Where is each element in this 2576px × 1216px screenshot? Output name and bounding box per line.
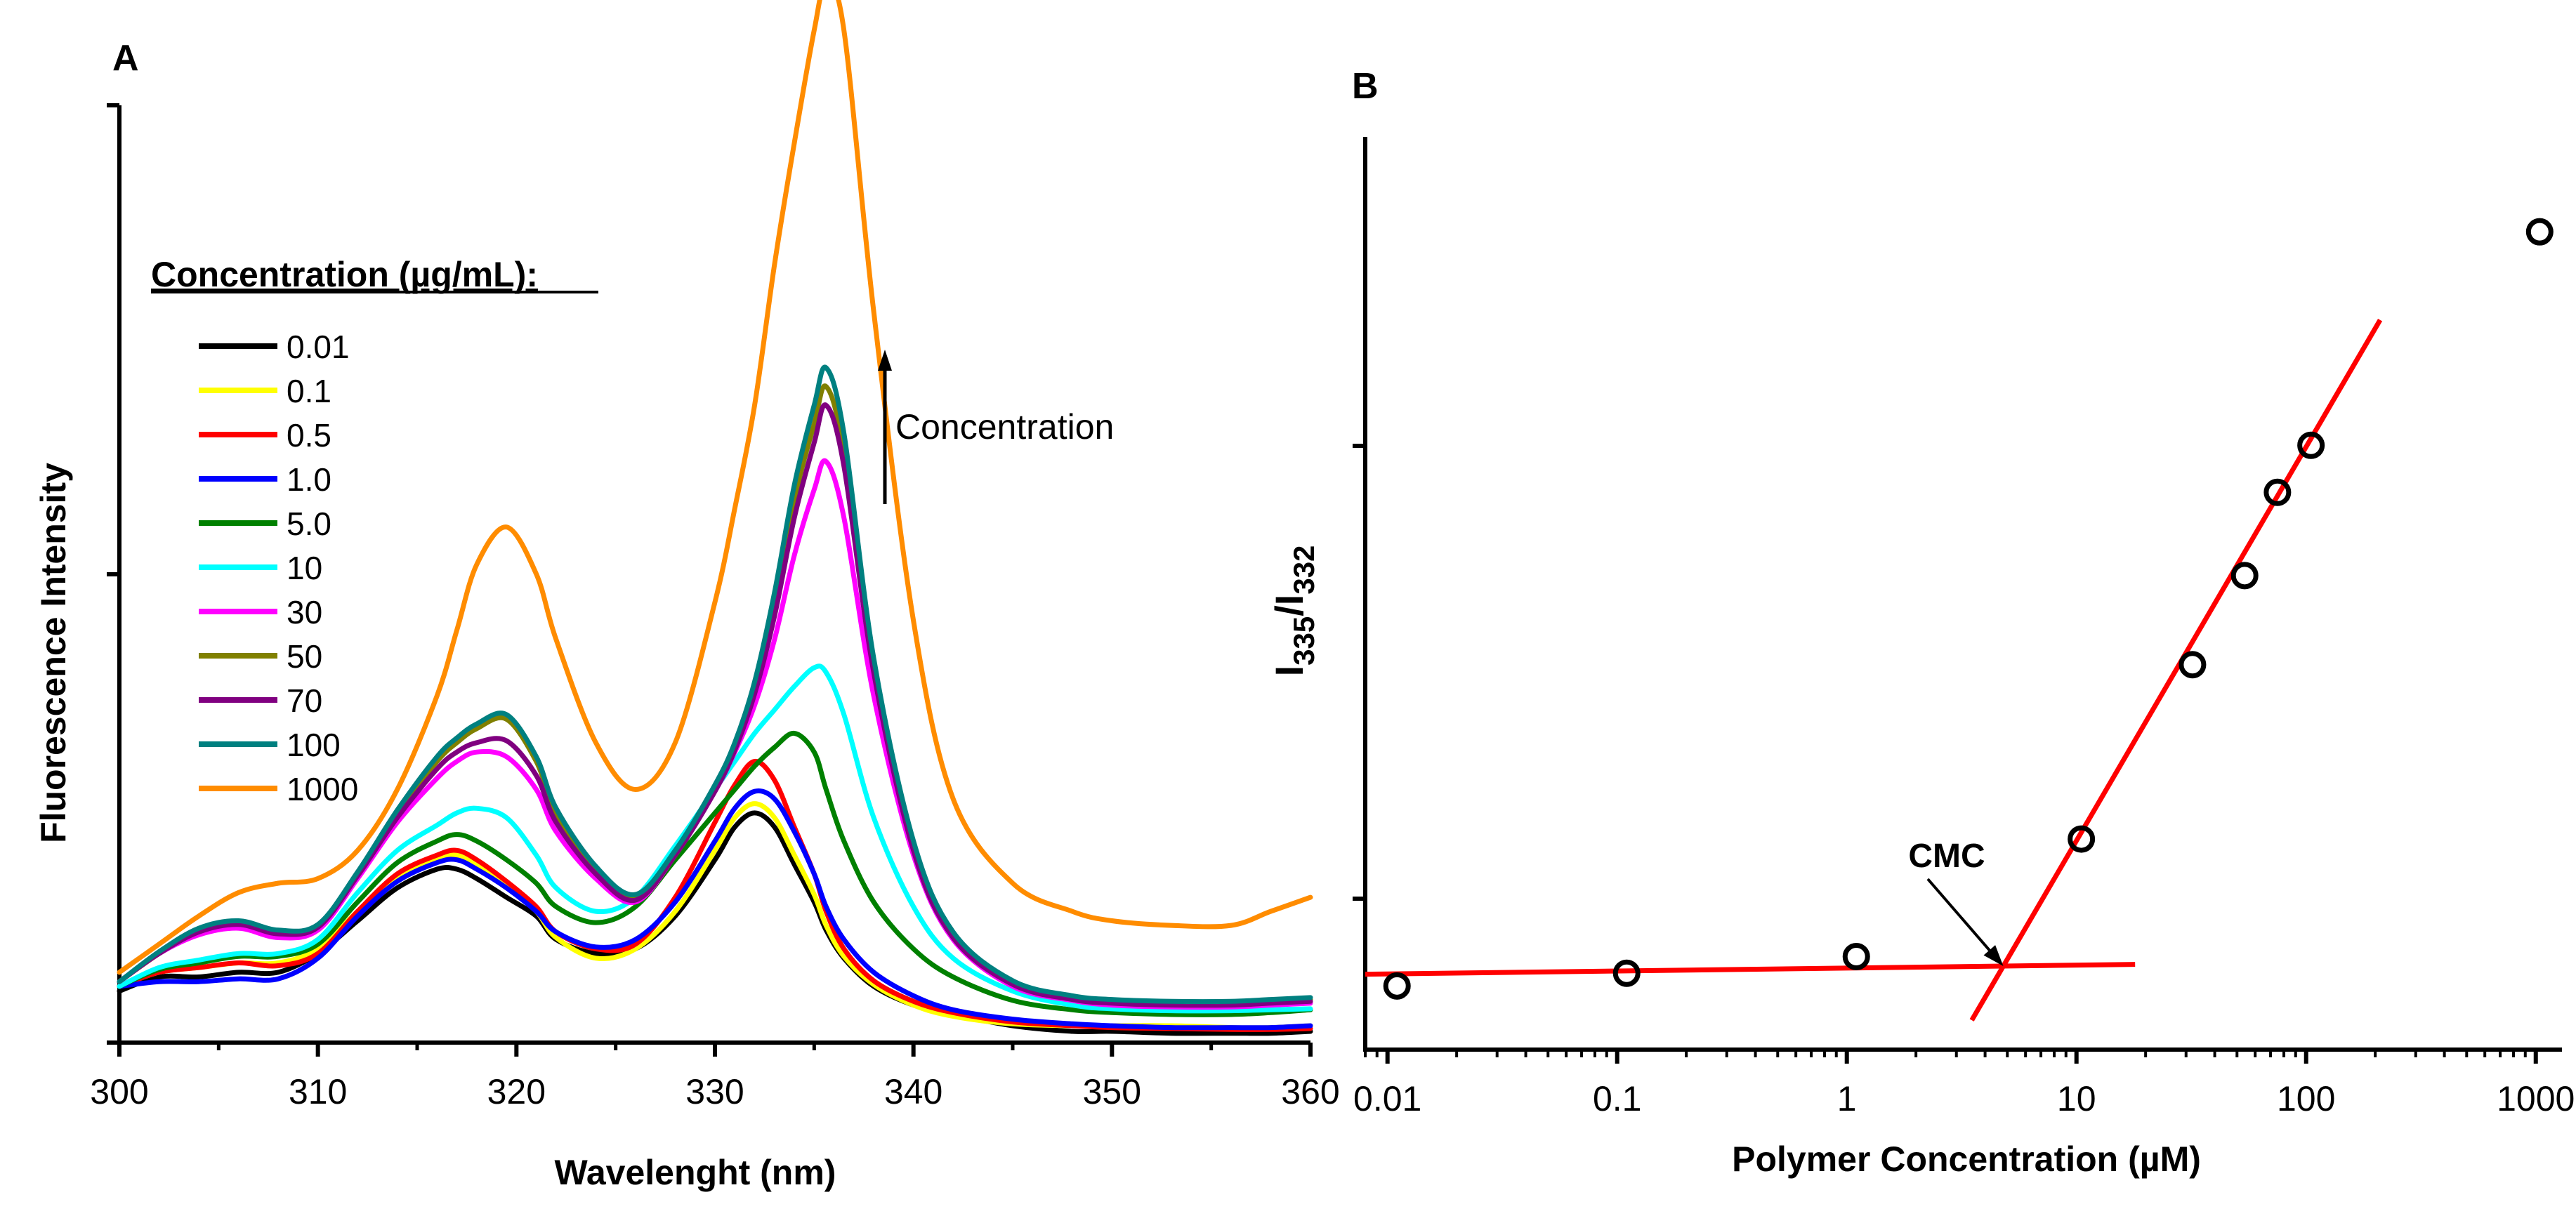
data-point	[2068, 825, 2096, 853]
legend-label: 1000	[287, 771, 358, 807]
series-line-0-01	[117, 810, 1313, 1036]
legend-label: 10	[287, 550, 322, 586]
concentration-arrow-annotation: Concentration	[878, 350, 1114, 504]
data-point	[1612, 959, 1641, 987]
panel-a-x-tick-label: 310	[289, 1072, 347, 1111]
panel-b-fit-lines	[1365, 318, 2383, 1022]
panel-b-x-tick-label: 1000	[2497, 1079, 2575, 1118]
panel-a-x-tick-label: 350	[1083, 1072, 1141, 1111]
series-line-1000	[117, 0, 1313, 975]
panel-a: A 300 310 320 330 340 350 360 Wavelenght (nm) …	[34, 0, 1340, 1192]
legend-label: 0.1	[287, 373, 331, 409]
legend-label: 0.5	[287, 417, 331, 454]
panel-b-y-label: I335/I332	[1267, 546, 1320, 677]
panel-a-x-tick-label: 360	[1281, 1072, 1339, 1111]
legend-label: 0.01	[287, 329, 350, 365]
y-label-sep: /I	[1267, 595, 1311, 616]
arrow-up-icon	[878, 350, 892, 371]
legend-label: 1.0	[287, 461, 331, 498]
data-point	[2263, 478, 2292, 506]
panel-a-legend: Concentration (µg/mL): 0.01 0.1 0.5 1.0 5.0 1…	[151, 255, 598, 807]
series-line-5-0	[117, 731, 1313, 1017]
series-line-1-0	[117, 788, 1313, 1031]
panel-b-x-tick-label: 10	[2057, 1079, 2096, 1118]
legend-label: 5.0	[287, 505, 331, 542]
panel-b-axes	[1353, 137, 2562, 1052]
panel-a-x-tick-label: 300	[90, 1072, 148, 1111]
y-label-sub-335: 335	[1287, 616, 1320, 666]
panel-label-b: B	[1352, 66, 1379, 107]
data-point	[2297, 431, 2325, 459]
data-point	[1842, 942, 1870, 970]
panel-a-series	[117, 0, 1313, 1036]
baseline-fit-line	[1365, 962, 2136, 977]
panel-b-x-tick-label: 0.1	[1593, 1079, 1642, 1118]
legend-label: 50	[287, 638, 322, 675]
legend-label: 70	[287, 682, 322, 719]
micelle-fit-line	[1969, 318, 2383, 1022]
panel-b-x-label: Polymer Concentration (µM)	[1732, 1139, 2201, 1179]
panel-a-y-label: Fluorescence Intensity	[34, 463, 73, 843]
y-label-i: I	[1267, 666, 1311, 677]
series-line-100	[117, 364, 1313, 1005]
panel-b-x-tick-label: 0.01	[1353, 1079, 1421, 1118]
panel-b: B 0.01 0.1 1 10 100 1000 CMC Polymer Concentr…	[1267, 66, 2575, 1179]
legend-items: 0.01 0.1 0.5 1.0 5.0 10 30 50 70 100 1000	[199, 329, 358, 807]
cmc-arrow-shaft	[1926, 878, 1991, 951]
y-label-sub-332: 332	[1287, 546, 1320, 595]
cmc-annotation: CMC	[1908, 838, 2004, 966]
legend-label: 100	[287, 727, 341, 763]
panel-a-x-tick-label: 320	[487, 1072, 546, 1111]
panel-a-x-ticks: 300 310 320 330 340 350 360	[90, 1043, 1340, 1111]
data-point	[2179, 651, 2207, 679]
data-point	[2230, 562, 2259, 590]
panel-label-a: A	[112, 38, 139, 79]
panel-b-x-tick-label: 1	[1837, 1079, 1857, 1118]
data-point	[1383, 972, 1411, 1000]
panel-a-x-tick-label: 340	[884, 1072, 942, 1111]
panel-b-x-tick-label: 100	[2277, 1079, 2335, 1118]
legend-label: 30	[287, 594, 322, 630]
cmc-label: CMC	[1908, 838, 1985, 875]
panel-a-x-tick-label: 330	[685, 1072, 744, 1111]
concentration-annotation: Concentration	[895, 407, 1114, 447]
panel-b-points	[1383, 218, 2554, 1000]
cmc-arrow-icon	[1983, 945, 2004, 966]
panel-a-x-label: Wavelenght (nm)	[555, 1153, 836, 1192]
panel-b-x-ticks: 0.01 0.1 1 10 100 1000	[1353, 1050, 2575, 1118]
data-point	[2525, 218, 2554, 246]
legend-title: Concentration (µg/mL):	[151, 255, 538, 294]
